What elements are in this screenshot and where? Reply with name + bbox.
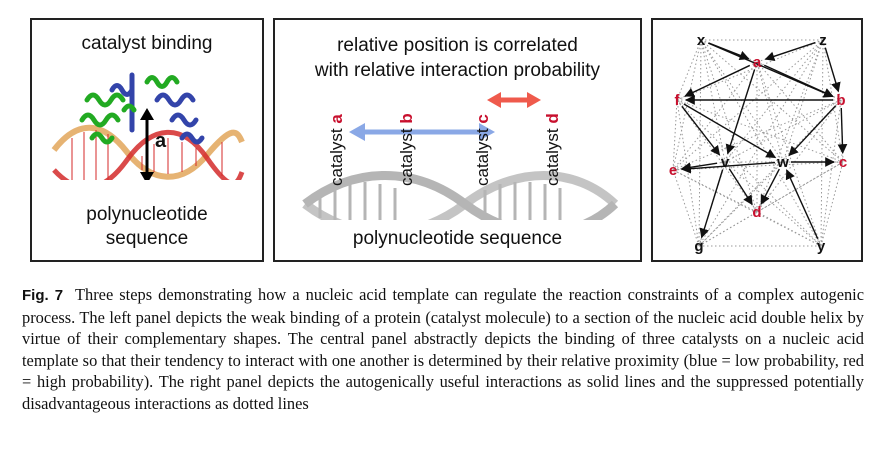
dotted-edge: [700, 39, 844, 163]
solid-edge: [728, 168, 753, 206]
dotted-edge: [676, 99, 700, 247]
solid-edge: [708, 42, 834, 98]
catalyst-c-label: catalyst c: [473, 114, 492, 186]
solid-edge: [683, 103, 777, 159]
dotted-edge: [676, 99, 844, 163]
catalyst-b-label: catalyst b: [397, 113, 416, 186]
node-label-x: x: [697, 32, 706, 49]
node-label-v: v: [721, 154, 730, 171]
dotted-edge: [672, 39, 824, 171]
node-label-c: c: [839, 154, 847, 171]
solid-edge: [681, 105, 721, 156]
dotted-edge: [756, 39, 824, 213]
dotted-edge: [700, 39, 726, 163]
node-label-g: g: [694, 238, 703, 255]
dotted-edge: [782, 39, 824, 163]
dotted-edge: [756, 161, 844, 213]
left-panel-bottom-line2: sequence: [105, 228, 189, 249]
solid-edge: [785, 169, 819, 239]
right-panel: x z v w g y a f b e c d: [651, 18, 863, 262]
dotted-edge: [820, 161, 844, 247]
high-probability-arrow: [487, 92, 541, 108]
middle-panel-bottom-label: polynucleotide sequence: [352, 228, 563, 249]
dotted-edge: [676, 99, 758, 213]
figure-label: Fig. 7: [22, 287, 64, 304]
solid-edge: [680, 161, 776, 174]
solid-edge: [684, 64, 751, 97]
catalyst-a-label: catalyst a: [327, 114, 346, 186]
solid-edge: [699, 169, 724, 239]
protein-graphic: [79, 72, 205, 145]
solid-edge: [837, 107, 848, 154]
node-label-d: d: [752, 204, 761, 221]
protein-dna-illustration: [51, 72, 245, 180]
figure-caption: Fig. 7 Three steps demonstrating how a n…: [22, 284, 864, 415]
solid-edge: [725, 69, 756, 155]
dotted-edge: [724, 161, 822, 247]
dotted-edge: [820, 39, 824, 247]
node-label-y: y: [817, 238, 826, 255]
dotted-edge: [724, 39, 824, 163]
node-label-b: b: [836, 92, 845, 109]
node-label-w: w: [776, 154, 789, 171]
solid-edge: [824, 47, 841, 93]
left-panel-bottom-line1: polynucleotide: [86, 204, 208, 225]
node-label-f: f: [675, 92, 681, 109]
dotted-edge: [672, 169, 700, 247]
node-label-a: a: [753, 54, 762, 71]
node-labels: x z v w g y a f b e c d: [669, 32, 847, 255]
dotted-edge: [698, 211, 758, 247]
node-label-e: e: [669, 162, 677, 179]
left-panel: catalyst binding: [30, 18, 264, 262]
dotted-edge: [756, 61, 784, 163]
solid-edge: [788, 105, 837, 157]
dotted-edge: [756, 211, 822, 247]
dotted-edge: [698, 39, 702, 247]
dotted-edge: [822, 39, 844, 163]
node-label-z: z: [819, 32, 827, 49]
left-panel-title: catalyst binding: [81, 33, 213, 54]
catalyst-d-label: catalyst d: [543, 113, 562, 186]
dotted-edge: [672, 61, 758, 171]
binding-marker-label: a: [155, 130, 167, 152]
useful-interactions: [680, 41, 848, 239]
middle-panel-title-line2: with relative interaction probability: [314, 60, 601, 81]
dotted-edge: [700, 39, 784, 163]
dotted-edge: [676, 39, 702, 101]
dotted-edge: [756, 99, 842, 213]
low-probability-arrow: [349, 123, 495, 141]
dotted-edge: [672, 161, 844, 171]
dotted-edge: [672, 99, 678, 171]
middle-panel-title-line1: relative position is correlated: [337, 35, 578, 56]
polynucleotide-helix-graphic: [302, 171, 619, 220]
solid-edge: [764, 41, 816, 62]
interaction-network: x z v w g y a f b e c d: [669, 32, 848, 255]
caption-text: Three steps demonstrating how a nucleic …: [22, 285, 864, 413]
dotted-edge: [820, 99, 842, 247]
solid-edge: [760, 168, 780, 205]
interaction-arrows: [302, 92, 619, 220]
middle-panel: relative position is correlated with rel…: [273, 18, 642, 262]
